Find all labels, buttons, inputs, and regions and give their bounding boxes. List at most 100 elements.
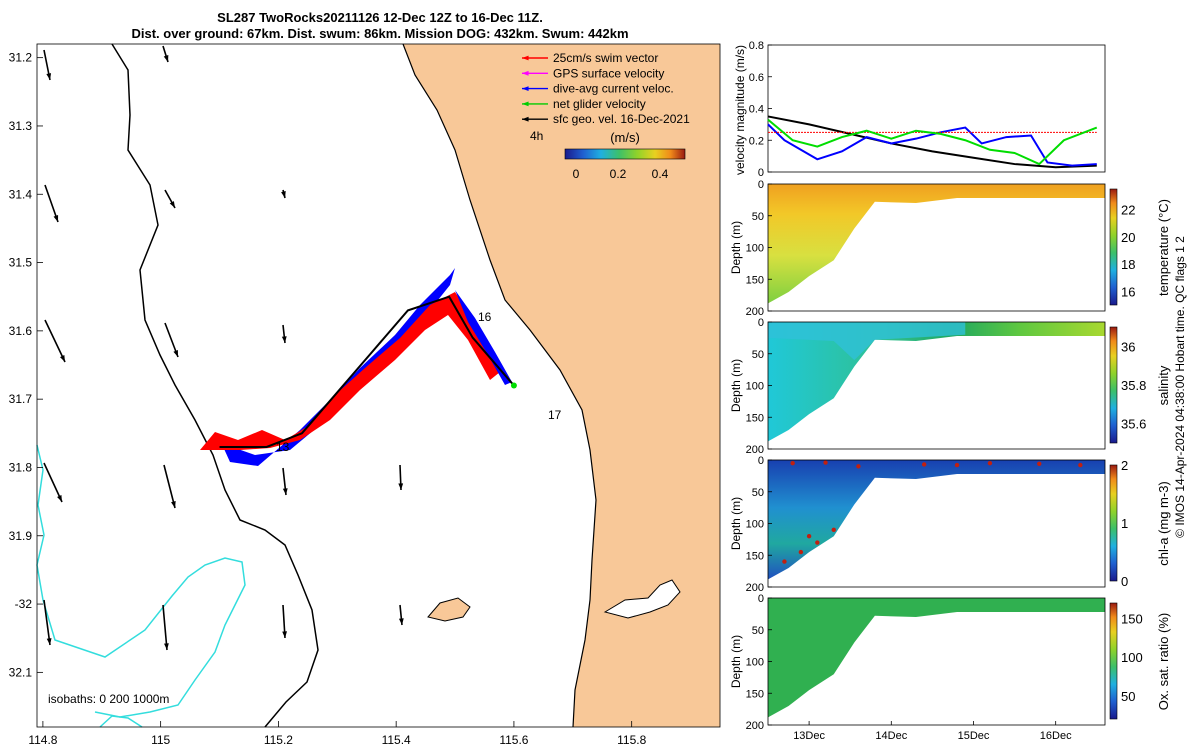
chl-high-point [1078,462,1083,468]
colorbar-corner-label: 4h [530,129,543,143]
map-colorbar-ticks: 0 0.2 0.4 [573,167,669,181]
velocity-ytick-label: 0.4 [749,104,764,116]
legend-label: sfc geo. vel. 16-Dec-2021 [553,112,690,126]
track-end-marker [510,382,517,389]
geo-velocity-arrow [282,467,288,496]
geostrophic-vectors [43,45,404,651]
section-colorbar-tick: 22 [1121,202,1135,217]
section-data-field [768,460,1105,580]
map-frame [36,43,721,728]
geo-velocity-arrow [44,319,66,363]
legend-arrow [522,116,548,122]
legend-arrow [522,70,548,76]
colorbar-tick-label: 0.2 [610,167,627,181]
geo-velocity-arrow [43,599,52,646]
map-axes: 114.8 115 115.2 115.4 115.6 115.8 31.2 31.3 31.4… [9,51,647,747]
map-ytick-label: 31.9 [9,529,33,543]
section-panel: 0 50 100 150 200 Depth (m) 35.6 35.8 36 salinity [729,317,1171,456]
section-colorbar-tick: 2 [1121,458,1128,473]
section-ytick-label: 200 [746,306,764,318]
chl-high-point [782,559,787,564]
velocity-series-line [767,118,1098,166]
chl-high-point [790,460,795,466]
section-data-field [768,184,1105,304]
section-ytick-label: 200 [746,720,764,732]
chl-high-point [1037,461,1042,467]
track-line [219,295,515,448]
velocity-ytick-label: 0.6 [749,72,764,84]
section-panel: 0 50 100 150 200 Depth (m) 16 18 20 22 temperature… [729,179,1171,318]
section-xtick-label: 13Dec [793,730,825,742]
section-colorbar-tick: 35.6 [1121,417,1146,432]
legend-label: dive-avg current veloc. [553,82,674,96]
section-xtick-label: 16Dec [1040,730,1072,742]
section-colorbar [1109,464,1118,582]
map-xtick-label: 115.4 [382,733,411,747]
chl-high-point [823,460,828,465]
geo-velocity-arrow [281,324,287,344]
section-ylabel: Depth (m) [729,497,743,550]
section-colorbar-label: salinity [1156,365,1171,405]
map-land [403,44,720,727]
section-colorbar [1109,188,1118,306]
section-ytick-label: 50 [752,349,764,361]
map-xtick-label: 114.8 [28,733,57,747]
estuary [603,579,681,619]
section-colorbar-label: Ox. sat. ratio (%) [1156,613,1171,711]
map-xtick-label: 115.8 [617,733,646,747]
isobath-200m [111,43,319,728]
island-rottnest [427,597,471,622]
map-xtick-label: 115.2 [264,733,293,747]
section-colorbar-tick: 35.8 [1121,378,1146,393]
velocity-axes: 0 0.2 0.4 0.6 0.8 [749,40,772,179]
map-ytick-label: 31.2 [9,51,33,65]
map-ytick-label: 31.8 [9,460,33,474]
chl-high-point [954,462,960,468]
section-colorbar-tick: 20 [1121,230,1135,245]
section-ytick-label: 100 [746,381,764,393]
geo-velocity-arrow [162,604,169,651]
geo-velocity-arrow [164,322,179,358]
section-ytick-label: 100 [746,657,764,669]
section-colorbar [1109,326,1118,444]
chl-high-point [831,527,836,533]
velocity-series-line [767,115,1097,169]
section-ytick-label: 200 [746,582,764,594]
geo-velocity-arrow [43,462,63,503]
section-colorbar-tick: 100 [1121,650,1143,665]
section-ytick-label: 100 [746,519,764,531]
map-ytick-label: 31.3 [9,119,33,133]
day-label-16: 16 [478,310,492,324]
figure-title-line1: SL287 TwoRocks20211126 12-Dec 12Z to 16-… [217,10,543,25]
velocity-plot-area [767,44,1106,173]
velocity-series [767,115,1098,169]
section-data-field [768,598,1105,718]
section-ytick-label: 0 [758,455,764,467]
legend-label: 25cm/s swim vector [553,51,658,65]
legend-label: net glider velocity [553,97,646,111]
map-ytick-label: -32 [15,597,33,611]
glider-track [200,268,517,466]
map-colorbar [564,148,686,160]
section-ytick-label: 150 [746,688,764,700]
map-ytick-label: 32.1 [9,665,33,679]
colorbar-unit-label: (m/s) [610,130,640,145]
map-ytick-label: 31.4 [9,187,33,201]
legend-arrow [522,86,548,92]
map-xtick-label: 115.6 [499,733,528,747]
section-salinity-surface [768,322,966,361]
section-ytick-label: 150 [746,412,764,424]
geo-velocity-arrow [282,604,287,639]
section-colorbar-label: chl-a (mg m-3) [1156,481,1171,566]
section-ytick-label: 100 [746,243,764,255]
map-ytick-label: 31.6 [9,324,33,338]
section-ytick-label: 150 [746,550,764,562]
section-colorbar-tick: 18 [1121,257,1135,272]
section-xtick-label: 15Dec [958,730,990,742]
isobath-1000m-a [36,444,246,718]
chl-high-point [921,462,927,467]
geo-velocity-arrow [398,464,404,491]
